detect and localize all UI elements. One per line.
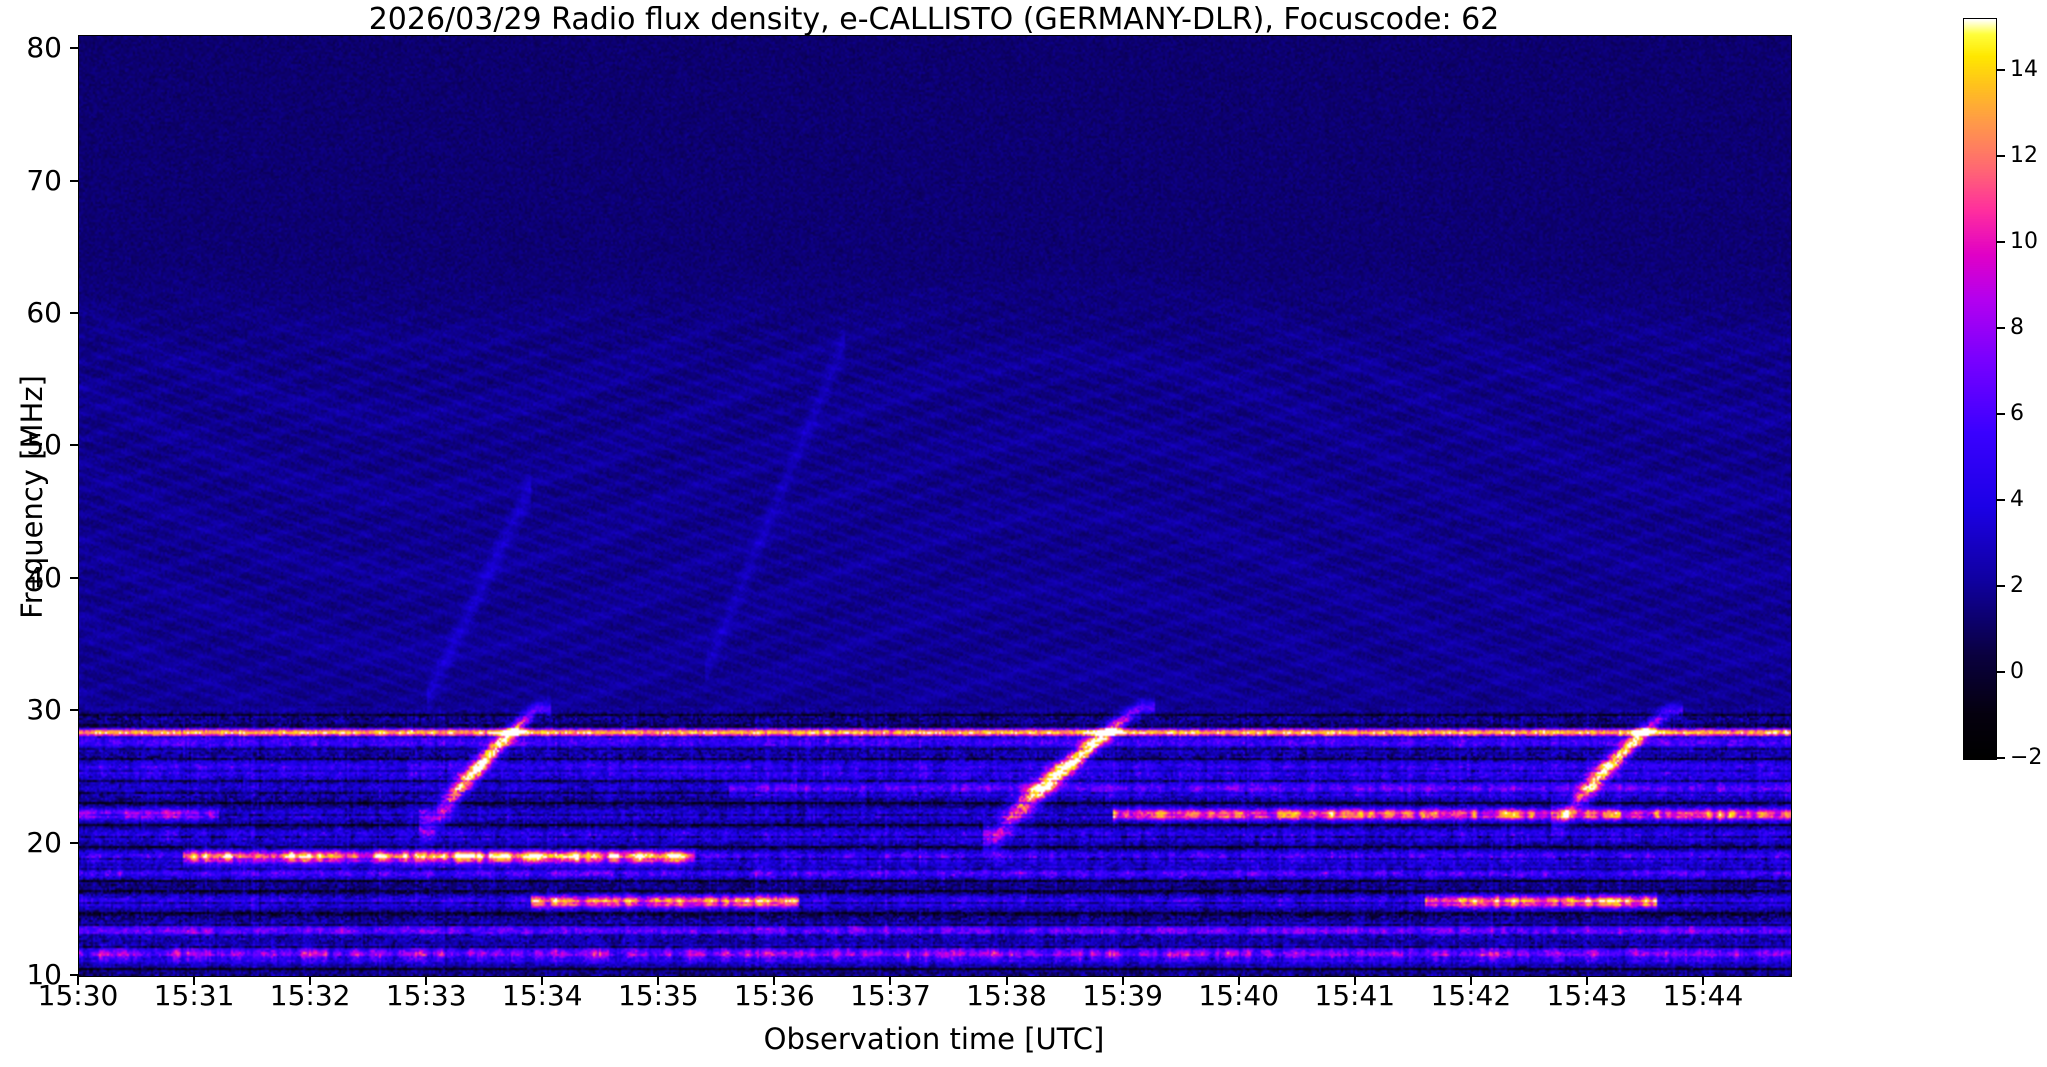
x-tick-mark-15-43 <box>1585 976 1588 985</box>
x-tick-mark-15-41 <box>1353 976 1356 985</box>
spectrogram-plot-area <box>78 35 1792 977</box>
x-tick-label-15-33: 15:33 <box>385 979 467 1012</box>
x-tick-label-15-43: 15:43 <box>1546 979 1628 1012</box>
colorbar-tick-mark-0 <box>1996 757 2005 759</box>
x-tick-mark-15-32 <box>309 976 312 985</box>
y-tick-mark-30 <box>70 709 79 712</box>
x-tick-label-15-44: 15:44 <box>1662 979 1744 1012</box>
colorbar-tick-label-3: 4 <box>2010 486 2024 512</box>
colorbar <box>1963 18 1997 760</box>
x-tick-mark-15-33 <box>425 976 428 985</box>
x-tick-label-15-30: 15:30 <box>37 979 119 1012</box>
x-tick-mark-15-39 <box>1121 976 1124 985</box>
colorbar-tick-label-5: 8 <box>2010 314 2024 340</box>
y-tick-mark-80 <box>70 47 79 50</box>
x-tick-label-15-38: 15:38 <box>966 979 1047 1012</box>
y-tick-label-50: 50 <box>26 428 62 462</box>
x-tick-label-15-36: 15:36 <box>734 979 815 1012</box>
colorbar-tick-label-8: 14 <box>2010 56 2038 82</box>
y-tick-mark-70 <box>70 179 79 182</box>
colorbar-tick-label-0: −2 <box>2010 745 2043 770</box>
y-tick-mark-20 <box>70 841 79 844</box>
y-tick-label-30: 30 <box>26 693 62 727</box>
x-tick-label-15-41: 15:41 <box>1314 979 1396 1012</box>
x-axis-label: Observation time [UTC] <box>763 1022 1105 1056</box>
y-tick-label-80: 80 <box>26 31 62 65</box>
y-tick-label-70: 70 <box>26 163 62 197</box>
colorbar-tick-mark-8 <box>1996 68 2005 71</box>
colorbar-tick-label-1: 0 <box>2010 658 2024 684</box>
x-tick-mark-15-34 <box>541 976 544 985</box>
y-tick-label-60: 60 <box>26 296 62 330</box>
colorbar-tick-mark-1 <box>1996 670 2005 673</box>
x-tick-mark-15-42 <box>1469 976 1472 985</box>
x-tick-label-15-34: 15:34 <box>501 979 583 1012</box>
x-tick-mark-15-37 <box>889 976 892 985</box>
colorbar-tick-mark-4 <box>1996 412 2005 415</box>
colorbar-tick-label-2: 2 <box>2010 572 2024 598</box>
x-tick-mark-15-40 <box>1237 976 1240 985</box>
x-tick-mark-15-30 <box>77 976 79 985</box>
x-tick-mark-15-36 <box>773 976 776 985</box>
colorbar-tick-mark-3 <box>1996 498 2005 501</box>
x-tick-mark-15-44 <box>1701 976 1704 985</box>
page-title: 2026/03/29 Radio flux density, e-CALLIST… <box>368 2 1500 37</box>
y-tick-mark-40 <box>70 576 79 579</box>
x-tick-label-15-40: 15:40 <box>1198 979 1280 1012</box>
colorbar-tick-mark-6 <box>1996 240 2005 243</box>
y-tick-label-40: 40 <box>26 560 62 594</box>
x-tick-label-15-42: 15:42 <box>1430 979 1512 1012</box>
colorbar-tick-mark-7 <box>1996 154 2005 157</box>
x-tick-label-15-32: 15:32 <box>269 979 351 1012</box>
colorbar-tick-label-7: 12 <box>2010 142 2038 168</box>
colorbar-tick-mark-2 <box>1996 584 2005 587</box>
x-tick-label-15-31: 15:31 <box>153 979 235 1012</box>
x-tick-label-15-35: 15:35 <box>617 979 699 1012</box>
colorbar-tick-mark-5 <box>1996 326 2005 329</box>
colorbar-tick-label-4: 6 <box>2010 400 2024 426</box>
x-tick-mark-15-35 <box>657 976 660 985</box>
y-tick-mark-10 <box>70 974 79 976</box>
y-tick-mark-50 <box>70 444 79 447</box>
x-tick-mark-15-38 <box>1005 976 1008 985</box>
x-tick-label-15-37: 15:37 <box>850 979 931 1012</box>
colorbar-gradient <box>1964 19 1996 759</box>
y-tick-label-10: 10 <box>26 958 62 991</box>
x-tick-mark-15-31 <box>193 976 196 985</box>
x-tick-label-15-39: 15:39 <box>1082 979 1163 1012</box>
y-tick-label-20: 20 <box>26 825 62 859</box>
spectrogram-canvas <box>79 36 1791 976</box>
colorbar-tick-label-6: 10 <box>2010 228 2038 254</box>
y-tick-mark-60 <box>70 312 79 315</box>
y-axis-ticks: 80 70 60 50 40 30 20 10 <box>0 0 62 1067</box>
